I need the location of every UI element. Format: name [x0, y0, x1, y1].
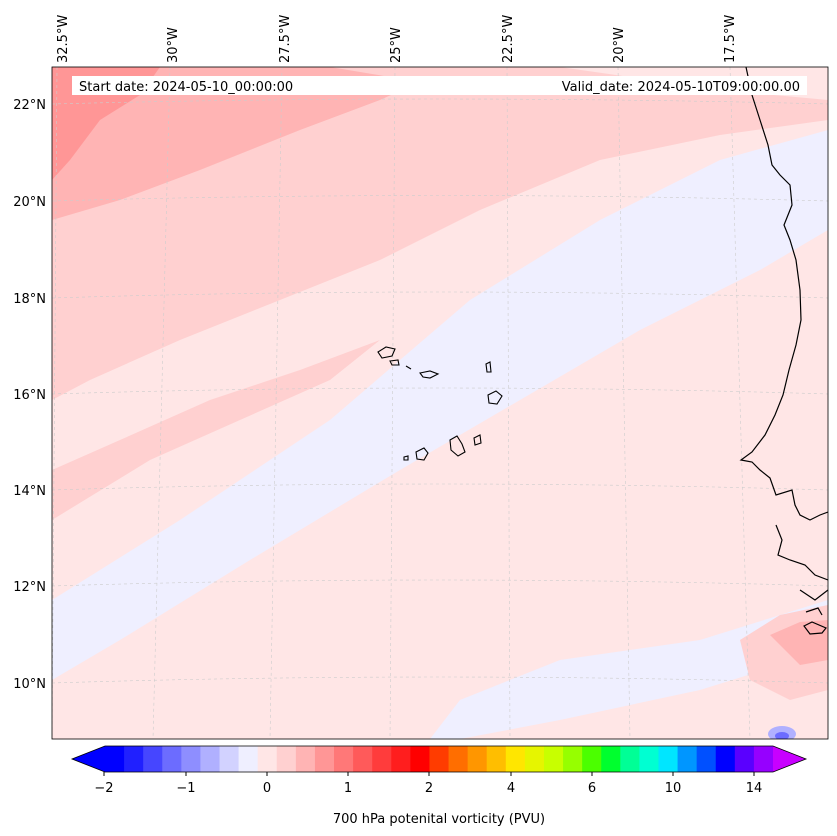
lon-label-17-5w: 17.5°W [723, 15, 738, 63]
lat-label-12n: 12°N [13, 580, 46, 595]
colorbar-cell [601, 746, 621, 772]
start-date-label: Start date: 2024-05-10_00:00:00 [79, 80, 293, 95]
colorbar-cell [563, 746, 583, 772]
high-pv-core [52, 67, 420, 220]
colorbar-cell [486, 746, 507, 772]
colorbar-cell [467, 746, 488, 772]
high-pv-streak [52, 340, 380, 520]
longitude-labels: 32.5°W 30°W 27.5°W 25°W 22.5°W 20°W 17.5… [56, 15, 738, 63]
colorbar-cell [620, 746, 640, 772]
colorbar-cell [276, 746, 297, 772]
colorbar-cell [200, 746, 221, 772]
colorbar-cell [734, 746, 755, 772]
lat-label-16n: 16°N [13, 388, 46, 403]
lon-label-27-5w: 27.5°W [278, 15, 293, 63]
colorbar-tick-label: 14 [746, 781, 763, 796]
map-panel [52, 67, 828, 739]
lon-label-30w: 30°W [166, 27, 181, 63]
colorbar-cell [715, 746, 736, 772]
colorbar-cell [334, 746, 354, 772]
colorbar-tick-label: 1 [344, 781, 352, 796]
colorbar-tick-label: 2 [425, 781, 433, 796]
colorbar-cell [753, 746, 774, 772]
lon-label-32-5w: 32.5°W [56, 15, 71, 63]
colorbar-cell [677, 746, 698, 772]
colorbar-cell [543, 746, 564, 772]
colorbar-cell [162, 746, 182, 772]
colorbar-cell [505, 746, 526, 772]
info-box [72, 76, 807, 95]
colorbar-cell [696, 746, 717, 772]
colorbar-cell [372, 746, 392, 772]
colorbar-cell [105, 746, 125, 772]
lon-label-20w: 20°W [612, 27, 627, 63]
colorbar-cell [314, 746, 335, 772]
lat-label-22n: 22°N [13, 98, 46, 113]
colorbar-cell [181, 746, 202, 772]
map-frame [51, 66, 829, 740]
lat-label-14n: 14°N [13, 484, 46, 499]
lon-label-22-5w: 22.5°W [501, 15, 516, 63]
colorbar-cell [257, 746, 278, 772]
colorbar: −2 −1 0 1 2 4 6 10 14 700 hPa potenital vorticit… [70, 745, 808, 827]
colorbar-extend-low [72, 746, 105, 772]
low-pv-band [52, 130, 828, 680]
colorbar-cell [143, 746, 163, 772]
colorbar-cell [524, 746, 545, 772]
colorbar-tick-label: 6 [588, 781, 596, 796]
high-pv-max [52, 67, 160, 180]
lat-label-10n: 10°N [13, 677, 46, 692]
lat-label-18n: 18°N [13, 292, 46, 307]
colorbar-cell [658, 746, 679, 772]
colorbar-label: 700 hPa potenital vorticity (PVU) [333, 812, 545, 827]
cape-verde-islands [377, 346, 503, 461]
colorbar-cell [124, 746, 144, 772]
colorbar-tick-label: −2 [94, 781, 113, 796]
valid-date-label: Valid_date: 2024-05-10T09:00:00.00 [562, 80, 800, 95]
colorbar-outline [70, 745, 808, 773]
latitude-labels: 22°N 20°N 18°N 16°N 14°N 12°N 10°N [13, 98, 46, 692]
lat-label-20n: 20°N [13, 195, 46, 210]
colorbar-cell [410, 746, 431, 772]
colorbar-tick-label: 10 [665, 781, 682, 796]
colorbar-cell [391, 746, 411, 772]
africa-coastline [739, 67, 828, 635]
colorbar-cell [295, 746, 316, 772]
se-blue-spot-core [775, 732, 789, 739]
colorbar-extend-high [773, 746, 806, 772]
colorbar-tick-label: 4 [507, 781, 515, 796]
colorbar-tick-label: 0 [263, 781, 271, 796]
colorbar-tick-label: −1 [176, 781, 195, 796]
graticule [52, 67, 828, 739]
colorbar-cell [448, 746, 469, 772]
colorbar-cell [219, 746, 240, 772]
colorbar-cell [639, 746, 660, 772]
colorbar-cell [429, 746, 450, 772]
se-feature-core [770, 620, 828, 665]
lon-label-25w: 25°W [389, 27, 404, 63]
colorbar-cell [238, 746, 259, 772]
colorbar-cell [582, 746, 602, 772]
colorbar-cell [353, 746, 373, 772]
